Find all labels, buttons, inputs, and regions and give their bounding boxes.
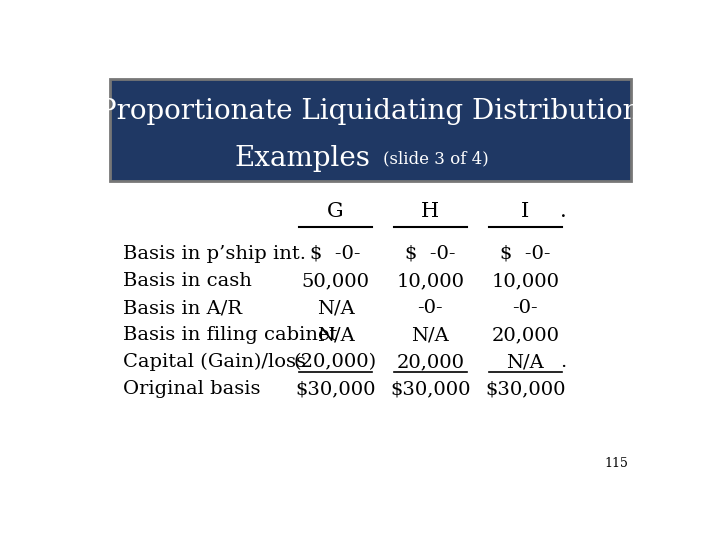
Text: N/A: N/A (412, 326, 449, 344)
Text: -0-: -0- (418, 299, 444, 317)
Text: (20,000): (20,000) (294, 353, 377, 371)
Text: N/A: N/A (317, 299, 354, 317)
Text: Basis in filing cabinet: Basis in filing cabinet (124, 326, 338, 344)
Text: I: I (521, 202, 529, 221)
Text: 20,000: 20,000 (491, 326, 559, 344)
Text: Proportionate Liquidating Distribution: Proportionate Liquidating Distribution (98, 98, 640, 125)
Text: -0-: -0- (513, 299, 538, 317)
Text: $  -0-: $ -0- (500, 245, 551, 263)
Text: H: H (421, 202, 439, 221)
Text: Basis in p’ship int.: Basis in p’ship int. (124, 245, 307, 263)
Text: .: . (560, 202, 567, 221)
Text: Original basis: Original basis (124, 380, 261, 398)
Text: 10,000: 10,000 (491, 272, 559, 290)
Text: G: G (327, 202, 344, 221)
Text: $  -0-: $ -0- (405, 245, 456, 263)
Text: (slide 3 of 4): (slide 3 of 4) (383, 150, 489, 167)
Text: N/A: N/A (317, 326, 354, 344)
Text: Capital (Gain)/loss: Capital (Gain)/loss (124, 353, 307, 371)
Text: $  -0-: $ -0- (310, 245, 361, 263)
Text: N/A: N/A (506, 353, 544, 371)
Text: $30,000: $30,000 (485, 380, 565, 398)
Text: 20,000: 20,000 (397, 353, 464, 371)
Text: 10,000: 10,000 (397, 272, 464, 290)
Text: Basis in cash: Basis in cash (124, 272, 252, 290)
FancyBboxPatch shape (109, 79, 631, 181)
Text: .: . (560, 353, 566, 371)
Text: 50,000: 50,000 (302, 272, 369, 290)
Text: $30,000: $30,000 (390, 380, 471, 398)
Text: Basis in A/R: Basis in A/R (124, 299, 243, 317)
Text: 115: 115 (605, 457, 629, 470)
Text: Examples: Examples (234, 145, 370, 172)
Text: $30,000: $30,000 (295, 380, 376, 398)
